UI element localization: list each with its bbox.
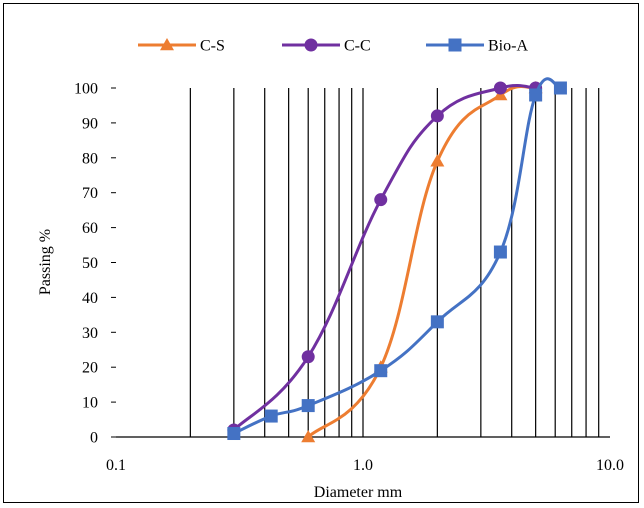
vertical-gridlines [189, 88, 600, 437]
data-point-bio-a [264, 409, 278, 423]
data-point-bio-a [529, 88, 543, 102]
series-c-c [227, 81, 543, 437]
x-tick-label: 1.0 [353, 457, 373, 474]
data-point-c-c [374, 193, 388, 207]
legend-label-c-s: C-S [200, 38, 225, 55]
x-axis-label: Diameter mm [314, 484, 403, 501]
legend-item-c-c: C-C [282, 38, 371, 55]
y-tick-label: 80 [82, 150, 98, 167]
y-tick-label: 70 [82, 185, 98, 202]
legend-label-bio-a: Bio-A [488, 38, 528, 55]
legend-marker-c-s [160, 38, 174, 51]
series-line-c-c [232, 84, 536, 432]
data-point-bio-a [374, 364, 388, 378]
legend-item-c-s: C-S [138, 38, 225, 55]
legend-marker-c-c [304, 38, 318, 52]
y-tick-label: 90 [82, 115, 98, 132]
tick-labels: 0.1 1.0 10.0 0 10 20 30 40 50 60 70 80 90 100 [74, 81, 624, 475]
data-point-c-s [301, 430, 316, 443]
legend-label-c-c: C-C [344, 38, 371, 55]
y-tick-label: 60 [82, 220, 98, 237]
data-point-c-c [430, 109, 444, 123]
y-tick-label: 50 [82, 255, 98, 272]
data-point-c-c [493, 81, 507, 95]
data-point-c-s [430, 154, 445, 167]
y-tick-label: 10 [82, 395, 98, 412]
series-bio-a [227, 77, 567, 441]
x-tick-label: 10.0 [596, 457, 624, 474]
y-tick-label: 40 [82, 290, 98, 307]
y-tick-label: 20 [82, 360, 98, 377]
data-point-bio-a [301, 399, 315, 413]
y-axis-label: Passing % [37, 229, 54, 295]
data-point-bio-a [227, 427, 241, 441]
legend: C-S C-C Bio-A [138, 38, 528, 55]
data-point-c-c [301, 350, 315, 364]
legend-marker-bio-a [448, 38, 462, 52]
x-tick-label: 0.1 [106, 457, 126, 474]
legend-item-bio-a: Bio-A [426, 38, 528, 55]
data-point-bio-a [493, 245, 507, 259]
y-tick-label: 30 [82, 325, 98, 342]
y-tick-label: 0 [90, 430, 98, 447]
series-line-c-s [307, 85, 536, 439]
data-point-bio-a [553, 81, 567, 95]
y-tick-label: 100 [74, 81, 98, 98]
data-point-bio-a [430, 315, 444, 329]
series-group [227, 77, 567, 443]
series-c-s [301, 81, 543, 443]
